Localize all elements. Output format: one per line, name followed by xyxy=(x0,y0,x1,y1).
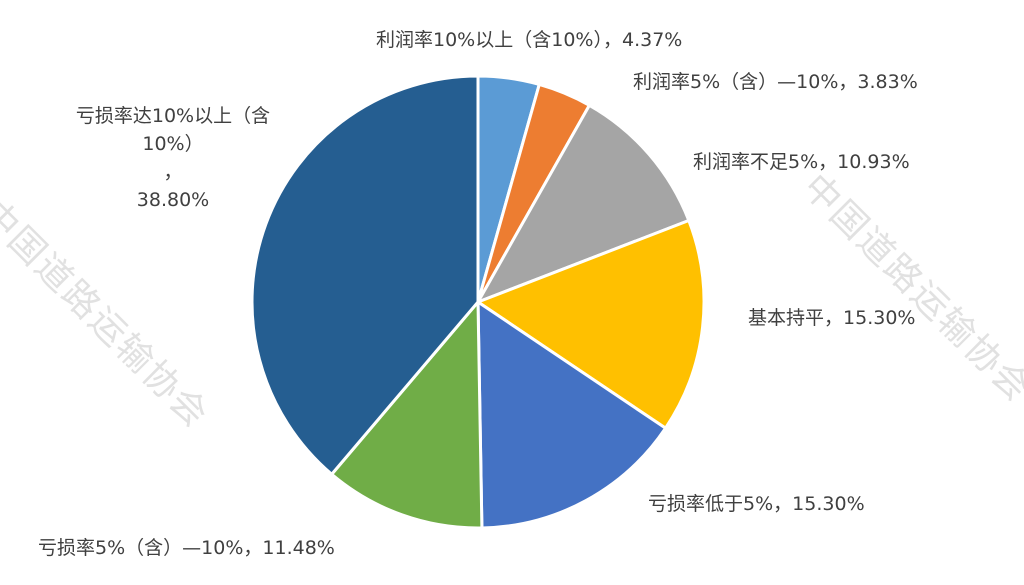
slice-value: 4.37% xyxy=(621,29,683,51)
pie-slices xyxy=(250,74,706,530)
slice-value: 38.80% xyxy=(136,189,210,211)
pie-slice-4 xyxy=(476,300,668,530)
slice-name: 利润率10%以上（含10%） xyxy=(376,29,603,51)
slice-value: 15.30% xyxy=(843,307,916,329)
slice-label-profit-under-5: 利润率不足5%，10.93% xyxy=(693,151,910,173)
slice-label-loss-5-10: 亏损率5%（含）—10%，11.48% xyxy=(38,537,335,559)
slice-name: 基本持平 xyxy=(748,307,825,329)
slice-label-profit-10-plus: 利润率10%以上（含10%），4.37% xyxy=(376,29,683,51)
slice-label-profit-5-10: 利润率5%（含）—10%，3.83% xyxy=(633,71,918,93)
slice-name: 利润率不足5% xyxy=(693,151,819,173)
slice-label-break-even: 基本持平，15.30% xyxy=(748,307,916,329)
slice-value: 11.48% xyxy=(262,537,335,559)
slice-label-loss-10-plus: 亏损率达10%以上（含10%）， 38.80% xyxy=(68,102,278,214)
slice-value: 10.93% xyxy=(837,151,910,173)
slice-name: 亏损率低于5% xyxy=(648,493,774,515)
slice-value: 15.30% xyxy=(792,493,865,515)
pie-slice-2 xyxy=(476,103,691,304)
slice-name: 亏损率达10%以上（含10%） xyxy=(75,105,271,155)
slice-name: 亏损率5%（含）—10% xyxy=(38,537,244,559)
slice-value: 3.83% xyxy=(857,71,918,93)
slice-label-loss-under-5: 亏损率低于5%，15.30% xyxy=(648,493,865,515)
pie-slice-5 xyxy=(330,300,484,530)
pie-slice-6 xyxy=(250,74,480,476)
slice-name: 利润率5%（含）—10% xyxy=(633,71,839,93)
pie-slice-3 xyxy=(476,218,706,430)
